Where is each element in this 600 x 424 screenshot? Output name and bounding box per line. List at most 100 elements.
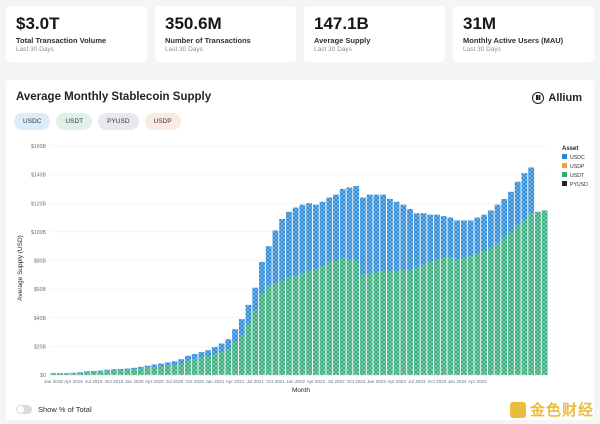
bar-hatch	[191, 353, 198, 360]
filter-usdt[interactable]: USDT	[56, 113, 93, 130]
bar-hatch	[225, 349, 232, 375]
bar-hatch	[380, 194, 387, 271]
bar-hatch	[434, 259, 440, 375]
bar-hatch	[427, 261, 434, 375]
bar-hatch	[158, 366, 164, 375]
bar-hatch	[77, 372, 84, 375]
bar-hatch	[501, 237, 508, 375]
bar-hatch	[265, 286, 272, 375]
bar-hatch	[366, 194, 373, 274]
kpi-value: 350.6M	[165, 14, 222, 33]
x-tick-label: Jul 2023	[408, 379, 426, 384]
bar-hatch	[306, 203, 312, 271]
bar-hatch	[434, 214, 440, 260]
kpi-label: Monthly Active Users (MAU)	[463, 36, 564, 45]
bar-hatch	[218, 352, 225, 375]
toggle-switch[interactable]	[16, 405, 32, 414]
bar-hatch	[474, 253, 481, 375]
filter-usdp[interactable]: USDP	[144, 113, 181, 130]
bar-hatch	[279, 218, 286, 281]
legend-swatch-usdt	[562, 172, 567, 177]
bar-hatch	[286, 277, 292, 375]
bar-hatch	[259, 261, 265, 294]
bar-hatch	[373, 271, 380, 375]
kpi-row: $3.0T Total Transaction Volume Last 30 D…	[6, 6, 594, 62]
toggle-label: Show % of Total	[38, 405, 92, 414]
y-tick-label: $140B	[31, 173, 47, 179]
bar-hatch	[97, 370, 104, 372]
bar-hatch	[514, 224, 521, 375]
bar-hatch	[312, 204, 319, 270]
x-tick-label: Apr 2021	[226, 379, 245, 384]
bar-hatch	[185, 355, 191, 361]
bar-hatch	[131, 367, 138, 370]
show-percent-toggle[interactable]: Show % of Total	[16, 405, 92, 414]
filter-usdc[interactable]: USDC	[14, 113, 51, 130]
bar-hatch	[393, 201, 400, 271]
bar-hatch	[494, 243, 501, 375]
bar-hatch	[481, 214, 487, 251]
bar-hatch	[312, 269, 319, 375]
bar-hatch	[319, 266, 326, 375]
kpi-card-transactions: 350.6M Number of Transactions Last 30 Da…	[155, 6, 296, 62]
x-tick-label: Apr 2022	[306, 379, 325, 384]
bar-hatch	[137, 366, 144, 369]
x-tick-label: Apr 2024	[468, 379, 487, 384]
bar-hatch	[326, 261, 333, 375]
bar-hatch	[514, 181, 521, 225]
watermark-text: 金色财经	[529, 402, 594, 419]
bar-hatch	[104, 369, 111, 371]
bar-hatch	[353, 186, 360, 261]
y-tick-label: $20B	[34, 344, 47, 350]
bar-hatch	[373, 194, 380, 272]
bar-hatch	[440, 216, 447, 258]
bar-hatch	[259, 293, 265, 375]
bar-hatch	[454, 259, 461, 375]
kpi-value: 147.1B	[314, 14, 369, 33]
bar-hatch	[333, 260, 339, 375]
kpi-label: Number of Transactions	[165, 36, 251, 45]
x-tick-label: Jan 2019	[44, 379, 63, 384]
bar-hatch	[339, 257, 346, 375]
bar-hatch	[63, 373, 70, 375]
bar-hatch	[238, 319, 245, 335]
watermark: 金色财经	[509, 399, 594, 420]
kpi-sub: Last 30 Days	[16, 46, 54, 53]
bar-hatch	[117, 368, 124, 371]
y-tick-label: $160B	[31, 144, 47, 150]
bar-hatch	[252, 287, 259, 311]
filter-pyusd[interactable]: PYUSD	[98, 113, 139, 130]
y-tick-label: $60B	[34, 287, 47, 293]
x-tick-label: Jan 2022	[286, 379, 305, 384]
y-tick-label: $100B	[31, 230, 47, 236]
bar-hatch	[454, 220, 461, 260]
bar-hatch	[205, 356, 212, 375]
bar-hatch	[164, 362, 171, 366]
bar-hatch	[57, 373, 63, 375]
x-tick-label: Oct 2022	[347, 379, 366, 384]
bar-hatch	[90, 370, 97, 372]
bar-hatch	[467, 220, 474, 257]
bar-hatch	[84, 372, 90, 375]
bars	[50, 167, 548, 376]
bar-hatch	[84, 371, 90, 373]
bar-hatch	[272, 283, 279, 375]
bar-hatch	[178, 363, 185, 375]
bar-hatch	[137, 368, 144, 375]
bar-hatch	[151, 367, 158, 375]
bar-hatch	[164, 365, 171, 375]
bar-hatch	[447, 257, 454, 375]
bar-hatch	[366, 273, 373, 375]
bar-hatch	[158, 363, 164, 367]
x-tick-label: Oct 2019	[105, 379, 124, 384]
bar-hatch	[70, 372, 77, 374]
bar-hatch	[339, 188, 346, 258]
bar-hatch	[144, 367, 151, 375]
x-tick-label: Jul 2022	[327, 379, 345, 384]
bar-hatch	[225, 339, 232, 350]
bar-hatch	[346, 187, 353, 260]
x-tick-label: Oct 2023	[428, 379, 447, 384]
bar-hatch	[299, 204, 306, 274]
bar-hatch	[427, 214, 434, 262]
bar-hatch	[494, 204, 501, 244]
